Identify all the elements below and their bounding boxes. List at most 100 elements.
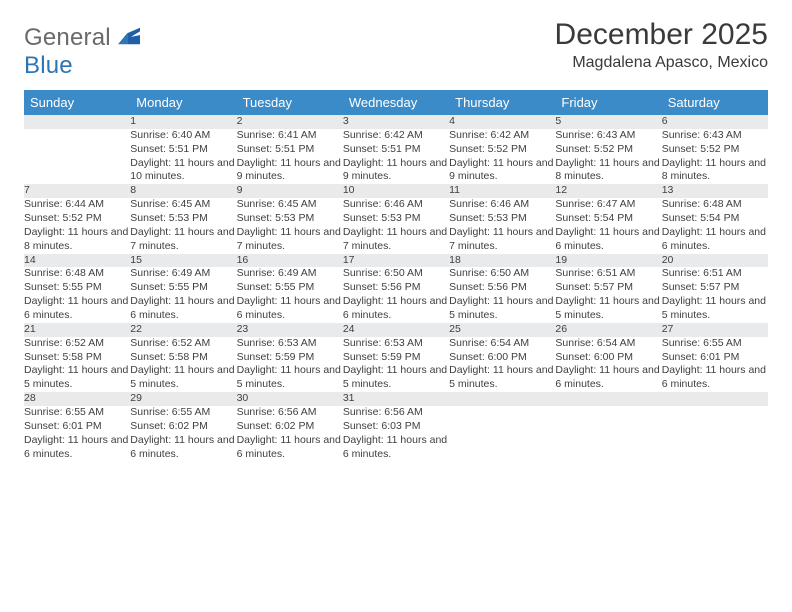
day-content-row: Sunrise: 6:55 AMSunset: 6:01 PMDaylight:… — [24, 406, 768, 461]
day-number-cell: 16 — [237, 254, 343, 268]
day-info-line: Sunset: 5:58 PM — [130, 351, 236, 365]
day-number-cell: 26 — [555, 323, 661, 337]
day-info-line: Daylight: 11 hours and 6 minutes. — [662, 226, 768, 254]
day-info-line: Sunrise: 6:56 AM — [343, 406, 449, 420]
day-number-cell: 13 — [662, 184, 768, 198]
day-info-line: Sunset: 5:55 PM — [24, 281, 130, 295]
day-header: Monday — [130, 90, 236, 115]
day-info-line: Daylight: 11 hours and 9 minutes. — [343, 157, 449, 185]
day-info-line: Sunset: 5:56 PM — [449, 281, 555, 295]
day-number-cell: 3 — [343, 115, 449, 129]
brand-mark-icon — [118, 27, 140, 45]
day-number-cell — [662, 392, 768, 406]
day-info-line: Daylight: 11 hours and 6 minutes. — [555, 364, 661, 392]
day-number-cell: 1 — [130, 115, 236, 129]
day-info-line: Sunset: 5:53 PM — [237, 212, 343, 226]
day-content-row: Sunrise: 6:52 AMSunset: 5:58 PMDaylight:… — [24, 337, 768, 392]
day-content-cell: Sunrise: 6:56 AMSunset: 6:03 PMDaylight:… — [343, 406, 449, 461]
day-info-line: Sunrise: 6:55 AM — [662, 337, 768, 351]
day-content-cell: Sunrise: 6:50 AMSunset: 5:56 PMDaylight:… — [343, 267, 449, 322]
day-content-cell: Sunrise: 6:56 AMSunset: 6:02 PMDaylight:… — [237, 406, 343, 461]
location-label: Magdalena Apasco, Mexico — [555, 54, 768, 72]
day-info-line: Sunrise: 6:46 AM — [343, 198, 449, 212]
day-info-line: Sunset: 5:54 PM — [555, 212, 661, 226]
day-number-cell: 25 — [449, 323, 555, 337]
day-number-row: 21222324252627 — [24, 323, 768, 337]
day-content-cell: Sunrise: 6:53 AMSunset: 5:59 PMDaylight:… — [343, 337, 449, 392]
day-info-line: Sunset: 5:52 PM — [555, 143, 661, 157]
day-info-line: Sunrise: 6:51 AM — [662, 267, 768, 281]
day-info-line: Daylight: 11 hours and 6 minutes. — [237, 434, 343, 462]
day-info-line: Sunrise: 6:49 AM — [237, 267, 343, 281]
day-number-cell: 31 — [343, 392, 449, 406]
day-info-line: Sunset: 5:52 PM — [449, 143, 555, 157]
day-content-cell: Sunrise: 6:53 AMSunset: 5:59 PMDaylight:… — [237, 337, 343, 392]
day-info-line: Sunset: 5:59 PM — [237, 351, 343, 365]
day-content-cell — [24, 129, 130, 184]
day-number-cell: 4 — [449, 115, 555, 129]
day-info-line: Sunset: 5:53 PM — [343, 212, 449, 226]
day-header: Friday — [555, 90, 661, 115]
day-info-line: Sunrise: 6:44 AM — [24, 198, 130, 212]
day-number-row: 28293031 — [24, 392, 768, 406]
day-content-cell: Sunrise: 6:50 AMSunset: 5:56 PMDaylight:… — [449, 267, 555, 322]
day-number-cell: 19 — [555, 254, 661, 268]
day-info-line: Sunset: 5:59 PM — [343, 351, 449, 365]
day-content-cell: Sunrise: 6:54 AMSunset: 6:00 PMDaylight:… — [555, 337, 661, 392]
day-info-line: Sunset: 5:57 PM — [555, 281, 661, 295]
day-content-cell: Sunrise: 6:41 AMSunset: 5:51 PMDaylight:… — [237, 129, 343, 184]
day-info-line: Sunrise: 6:40 AM — [130, 129, 236, 143]
day-info-line: Sunset: 5:51 PM — [343, 143, 449, 157]
day-info-line: Daylight: 11 hours and 8 minutes. — [662, 157, 768, 185]
day-info-line: Sunrise: 6:52 AM — [24, 337, 130, 351]
day-info-line: Sunset: 6:01 PM — [662, 351, 768, 365]
day-info-line: Sunrise: 6:45 AM — [237, 198, 343, 212]
day-info-line: Daylight: 11 hours and 8 minutes. — [555, 157, 661, 185]
day-info-line: Sunset: 5:53 PM — [449, 212, 555, 226]
day-info-line: Sunset: 5:56 PM — [343, 281, 449, 295]
day-info-line: Daylight: 11 hours and 9 minutes. — [237, 157, 343, 185]
day-info-line: Sunset: 5:52 PM — [24, 212, 130, 226]
day-info-line: Daylight: 11 hours and 5 minutes. — [237, 364, 343, 392]
day-number-cell: 12 — [555, 184, 661, 198]
day-content-cell: Sunrise: 6:51 AMSunset: 5:57 PMDaylight:… — [555, 267, 661, 322]
day-info-line: Sunrise: 6:55 AM — [24, 406, 130, 420]
day-content-cell: Sunrise: 6:51 AMSunset: 5:57 PMDaylight:… — [662, 267, 768, 322]
day-info-line: Sunset: 5:52 PM — [662, 143, 768, 157]
day-info-line: Sunset: 6:00 PM — [449, 351, 555, 365]
day-info-line: Sunrise: 6:42 AM — [343, 129, 449, 143]
day-info-line: Sunrise: 6:48 AM — [24, 267, 130, 281]
day-info-line: Sunset: 5:55 PM — [130, 281, 236, 295]
day-header: Tuesday — [237, 90, 343, 115]
day-number-cell: 22 — [130, 323, 236, 337]
day-info-line: Daylight: 11 hours and 6 minutes. — [662, 364, 768, 392]
day-info-line: Sunrise: 6:46 AM — [449, 198, 555, 212]
day-content-cell: Sunrise: 6:42 AMSunset: 5:51 PMDaylight:… — [343, 129, 449, 184]
day-content-cell: Sunrise: 6:46 AMSunset: 5:53 PMDaylight:… — [449, 198, 555, 253]
calendar-table: Sunday Monday Tuesday Wednesday Thursday… — [24, 90, 768, 461]
day-info-line: Sunset: 6:00 PM — [555, 351, 661, 365]
day-number-cell: 11 — [449, 184, 555, 198]
day-number-cell: 23 — [237, 323, 343, 337]
day-info-line: Daylight: 11 hours and 6 minutes. — [343, 295, 449, 323]
day-info-line: Sunrise: 6:41 AM — [237, 129, 343, 143]
day-content-cell: Sunrise: 6:52 AMSunset: 5:58 PMDaylight:… — [24, 337, 130, 392]
day-content-cell: Sunrise: 6:55 AMSunset: 6:01 PMDaylight:… — [24, 406, 130, 461]
day-info-line: Daylight: 11 hours and 6 minutes. — [24, 434, 130, 462]
day-info-line: Sunrise: 6:51 AM — [555, 267, 661, 281]
topbar: General Blue December 2025 Magdalena Apa… — [24, 18, 768, 80]
brand-part2: Blue — [24, 52, 73, 79]
day-info-line: Daylight: 11 hours and 10 minutes. — [130, 157, 236, 185]
day-info-line: Sunrise: 6:54 AM — [555, 337, 661, 351]
day-number-cell: 5 — [555, 115, 661, 129]
day-info-line: Daylight: 11 hours and 7 minutes. — [343, 226, 449, 254]
day-number-row: 14151617181920 — [24, 254, 768, 268]
title-block: December 2025 Magdalena Apasco, Mexico — [555, 18, 768, 72]
day-info-line: Daylight: 11 hours and 5 minutes. — [662, 295, 768, 323]
day-content-cell — [555, 406, 661, 461]
brand-part1: General — [24, 24, 111, 51]
day-number-cell: 24 — [343, 323, 449, 337]
day-info-line: Daylight: 11 hours and 5 minutes. — [343, 364, 449, 392]
day-info-line: Daylight: 11 hours and 5 minutes. — [449, 364, 555, 392]
day-number-cell — [449, 392, 555, 406]
